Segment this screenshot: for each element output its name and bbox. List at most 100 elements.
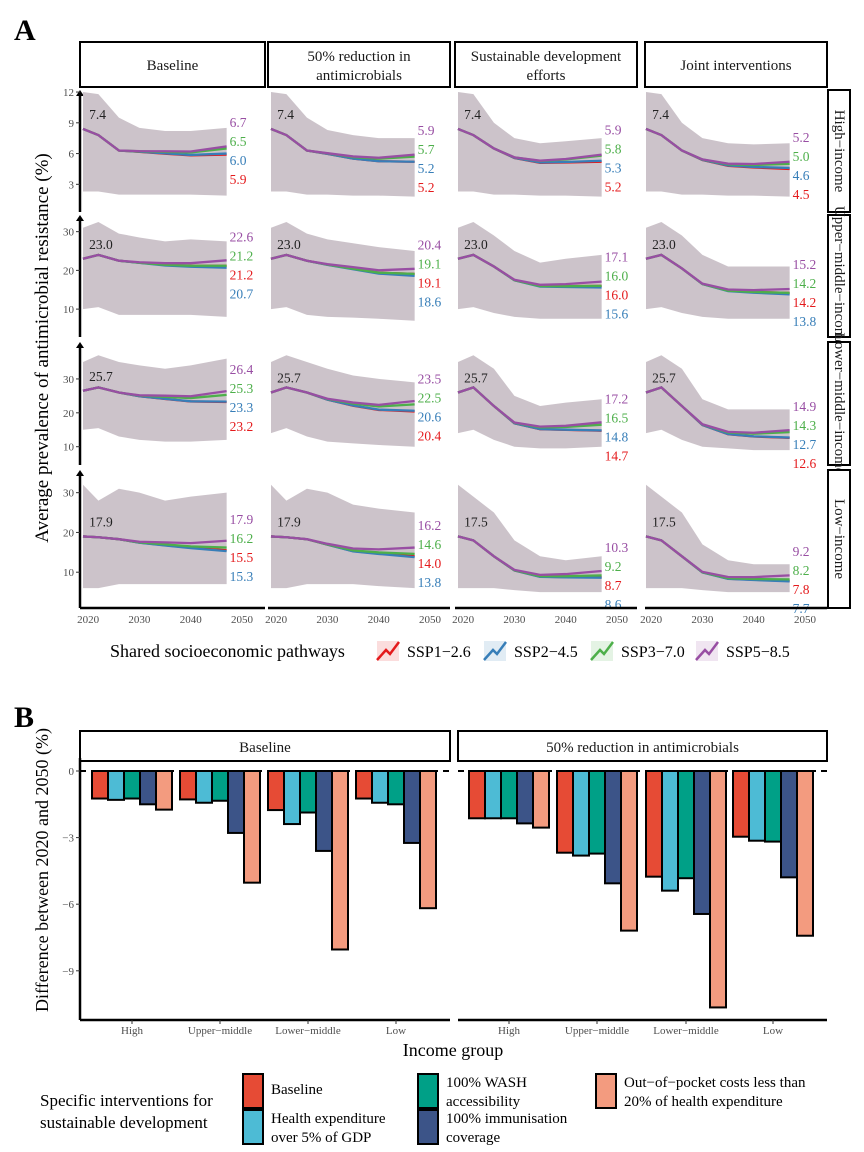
x-tick-label: Lower−middle bbox=[653, 1025, 719, 1037]
end-value-label: 9.2 bbox=[605, 559, 622, 574]
end-value-label: 5.9 bbox=[605, 123, 622, 138]
panel-a-r2-c3: 25.7 14.9 14.3 12.7 12.6 bbox=[645, 355, 817, 471]
x-tick-label: Lower−middle bbox=[275, 1025, 341, 1037]
facet-header-text: 50% reduction in antimicrobials bbox=[546, 740, 739, 756]
column-header-box bbox=[454, 41, 638, 88]
column-header-0: Baseline bbox=[79, 41, 266, 88]
bar-Low-2 bbox=[387, 770, 405, 806]
end-value-label: 14.3 bbox=[793, 418, 817, 433]
y-tick-label: 12 bbox=[63, 87, 74, 99]
legend-b-item-2: 100% WASH accessibility bbox=[417, 1073, 527, 1110]
end-value-label: 8.7 bbox=[605, 578, 622, 593]
series-line-SSP5−8.5 bbox=[270, 535, 415, 551]
end-value-label: 5.2 bbox=[418, 180, 435, 195]
facet-header-box bbox=[457, 730, 828, 762]
panel-a-r3-c1: 17.9 16.2 14.6 14.0 13.8 bbox=[270, 484, 442, 590]
bar-Upper−middle-2 bbox=[211, 770, 229, 802]
y-tick-label: 9 bbox=[69, 118, 75, 130]
x-tick-label: 2040 bbox=[555, 614, 578, 626]
x-tick-label: Upper−middle bbox=[565, 1025, 629, 1037]
legend-b-item-3: 100% immunisation coverage bbox=[417, 1109, 568, 1146]
start-value-label: 23.0 bbox=[277, 237, 301, 252]
bar-Low-4 bbox=[796, 770, 814, 937]
legend-b-item-1: Health expenditure over 5% of GDP bbox=[242, 1109, 386, 1146]
bar-High-3 bbox=[516, 770, 534, 825]
bar-Lower−middle-3 bbox=[693, 770, 711, 915]
bar-Upper−middle-1 bbox=[572, 770, 590, 857]
column-header-box bbox=[267, 41, 451, 88]
x-tick-label: 2050 bbox=[419, 614, 442, 626]
uncertainty-band bbox=[271, 484, 415, 589]
end-value-label: 21.2 bbox=[230, 248, 254, 263]
legend-label: Out−of−pocket costs less than bbox=[624, 1075, 806, 1091]
legend-label: SSP1−2.6 bbox=[407, 644, 471, 661]
panel-a-r0-c2: 7.4 5.9 5.8 5.3 5.2 bbox=[457, 92, 622, 197]
end-value-label: 14.6 bbox=[418, 537, 442, 552]
end-value-label: 5.0 bbox=[793, 149, 810, 164]
column-header-text: efforts bbox=[527, 68, 566, 84]
end-value-label: 14.8 bbox=[605, 430, 629, 445]
uncertainty-band bbox=[271, 221, 415, 321]
y-tick-label: 30 bbox=[63, 227, 75, 239]
series-line-SSP5−8.5 bbox=[645, 386, 790, 434]
facet-b-0: Baseline High Upper−middle Lower−middle Low bbox=[79, 730, 451, 1037]
column-header-text: Joint interventions bbox=[680, 58, 791, 74]
legend-label: 100% immunisation bbox=[446, 1111, 568, 1127]
column-header-box bbox=[79, 41, 266, 88]
column-header-3: Joint interventions bbox=[644, 41, 828, 88]
bar-Lower−middle-0 bbox=[267, 770, 285, 812]
row-strip-3: Low−income bbox=[827, 469, 851, 609]
y-axis-arrow bbox=[76, 215, 84, 221]
start-value-label: 25.7 bbox=[464, 370, 488, 385]
x-tick-label: 2020 bbox=[640, 614, 663, 626]
end-value-label: 16.0 bbox=[605, 269, 629, 284]
panel-a-r3-c0: 17.9 17.9 16.2 15.5 15.3 bbox=[82, 484, 254, 589]
x-tick-label: 2020 bbox=[265, 614, 288, 626]
x-tick-label: 2020 bbox=[77, 614, 100, 626]
x-tick-label: Low bbox=[763, 1025, 783, 1037]
bar-Low-4 bbox=[419, 770, 437, 910]
end-value-label: 15.5 bbox=[230, 550, 254, 565]
legend-swatch bbox=[242, 1109, 264, 1145]
series-line-SSP5−8.5 bbox=[270, 253, 415, 272]
series-line-SSP5−8.5 bbox=[82, 386, 227, 398]
column-header-text: Sustainable development bbox=[471, 49, 622, 65]
bar-Low-2 bbox=[764, 770, 782, 843]
end-value-label: 14.7 bbox=[605, 449, 629, 464]
bar-Low-3 bbox=[403, 770, 421, 844]
legend-line-icon bbox=[695, 641, 719, 661]
x-tick-label: High bbox=[498, 1025, 521, 1037]
end-value-label: 17.1 bbox=[605, 250, 629, 265]
bar-High-4 bbox=[532, 770, 550, 829]
bar-Lower−middle-1 bbox=[661, 770, 679, 892]
end-value-label: 17.9 bbox=[230, 512, 254, 527]
end-value-label: 23.3 bbox=[230, 400, 254, 415]
bar-Upper−middle-2 bbox=[588, 770, 606, 855]
bar-Lower−middle-2 bbox=[299, 770, 317, 814]
x-tick-label: 2030 bbox=[316, 614, 339, 626]
row-strip-0: High−income bbox=[827, 89, 851, 213]
end-value-label: 6.5 bbox=[230, 134, 247, 149]
uncertainty-band bbox=[458, 221, 602, 319]
start-value-label: 23.0 bbox=[464, 237, 488, 252]
end-value-label: 5.9 bbox=[230, 172, 247, 187]
end-value-label: 8.6 bbox=[605, 597, 622, 612]
bar-Upper−middle-0 bbox=[556, 770, 574, 854]
panel-a-r0-c3: 7.4 5.2 5.0 4.6 4.5 bbox=[645, 92, 810, 202]
x-axis-title-b: Income group bbox=[403, 1040, 503, 1060]
bar-Upper−middle-0 bbox=[179, 770, 197, 801]
row-strip-box bbox=[827, 89, 851, 213]
legend-label: 20% of health expenditure bbox=[624, 1094, 783, 1110]
legend-label: 100% WASH bbox=[446, 1075, 527, 1091]
column-header-text: antimicrobials bbox=[316, 68, 402, 84]
end-value-label: 5.9 bbox=[418, 123, 435, 138]
end-value-label: 14.9 bbox=[793, 399, 817, 414]
start-value-label: 25.7 bbox=[652, 370, 676, 385]
x-tick-label: Low bbox=[386, 1025, 406, 1037]
bar-Upper−middle-1 bbox=[195, 770, 213, 804]
legend-swatch bbox=[242, 1073, 264, 1109]
legend-swatch bbox=[595, 1073, 617, 1109]
x-tick-label: 2040 bbox=[180, 614, 203, 626]
legend-a-item-1: SSP2−4.5 bbox=[483, 641, 578, 661]
